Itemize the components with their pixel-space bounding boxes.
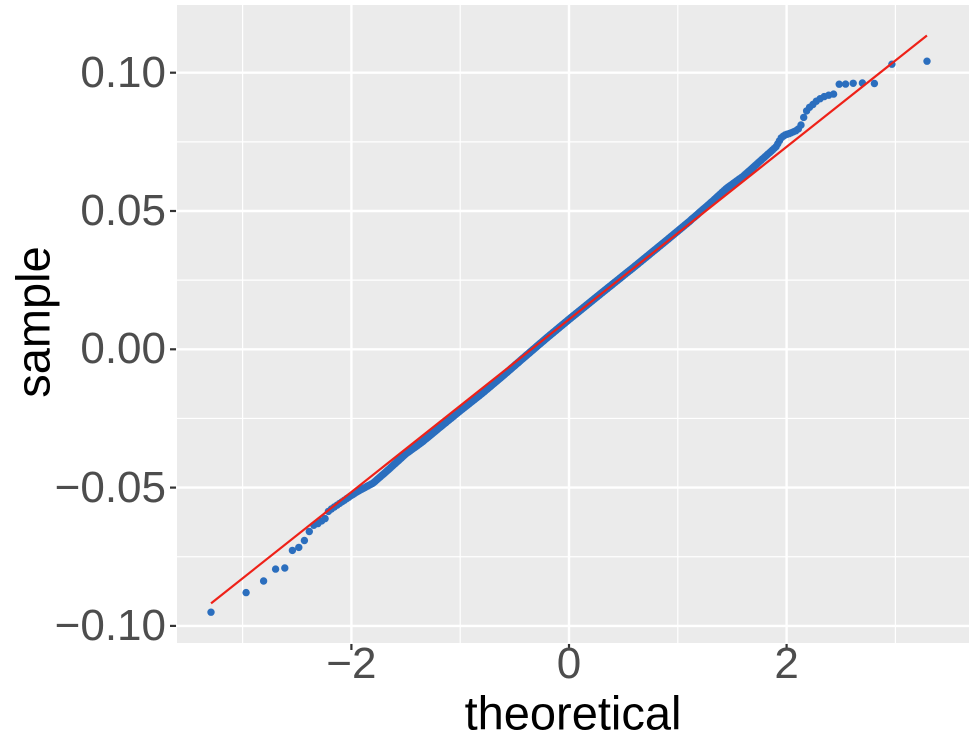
- qq-point: [281, 564, 289, 572]
- qq-point: [797, 121, 805, 129]
- qq-reference-line: [210, 34, 928, 605]
- y-tick-label: 0.05: [80, 186, 166, 235]
- qq-point: [923, 57, 931, 65]
- qq-point: [870, 79, 879, 88]
- y-axis-title: sample: [6, 246, 60, 398]
- y-tick-label: −0.10: [54, 600, 166, 650]
- qq-point: [288, 546, 297, 555]
- qq-point: [841, 80, 850, 88]
- panel-background: [177, 5, 969, 643]
- qq-point: [321, 514, 329, 523]
- x-axis-title: theoretical: [464, 686, 682, 740]
- qq-point: [242, 588, 250, 597]
- qq-point: [259, 577, 268, 585]
- qq-point: [207, 608, 215, 616]
- qq-point: [835, 80, 843, 88]
- y-tick-label: 0.00: [80, 324, 166, 374]
- y-tick-label: 0.10: [80, 47, 166, 97]
- x-tick-label: −2: [326, 639, 377, 688]
- qq-point: [829, 90, 838, 98]
- x-tick-label: 0: [556, 639, 582, 688]
- x-tick-label: 2: [774, 639, 799, 688]
- qq-point: [271, 565, 280, 573]
- qq-point: [800, 113, 808, 122]
- qq-point: [849, 79, 857, 88]
- qq-point: [305, 527, 313, 536]
- y-tick-label: −0.05: [54, 462, 166, 512]
- qq-point: [295, 543, 303, 552]
- qq-point: [300, 536, 309, 545]
